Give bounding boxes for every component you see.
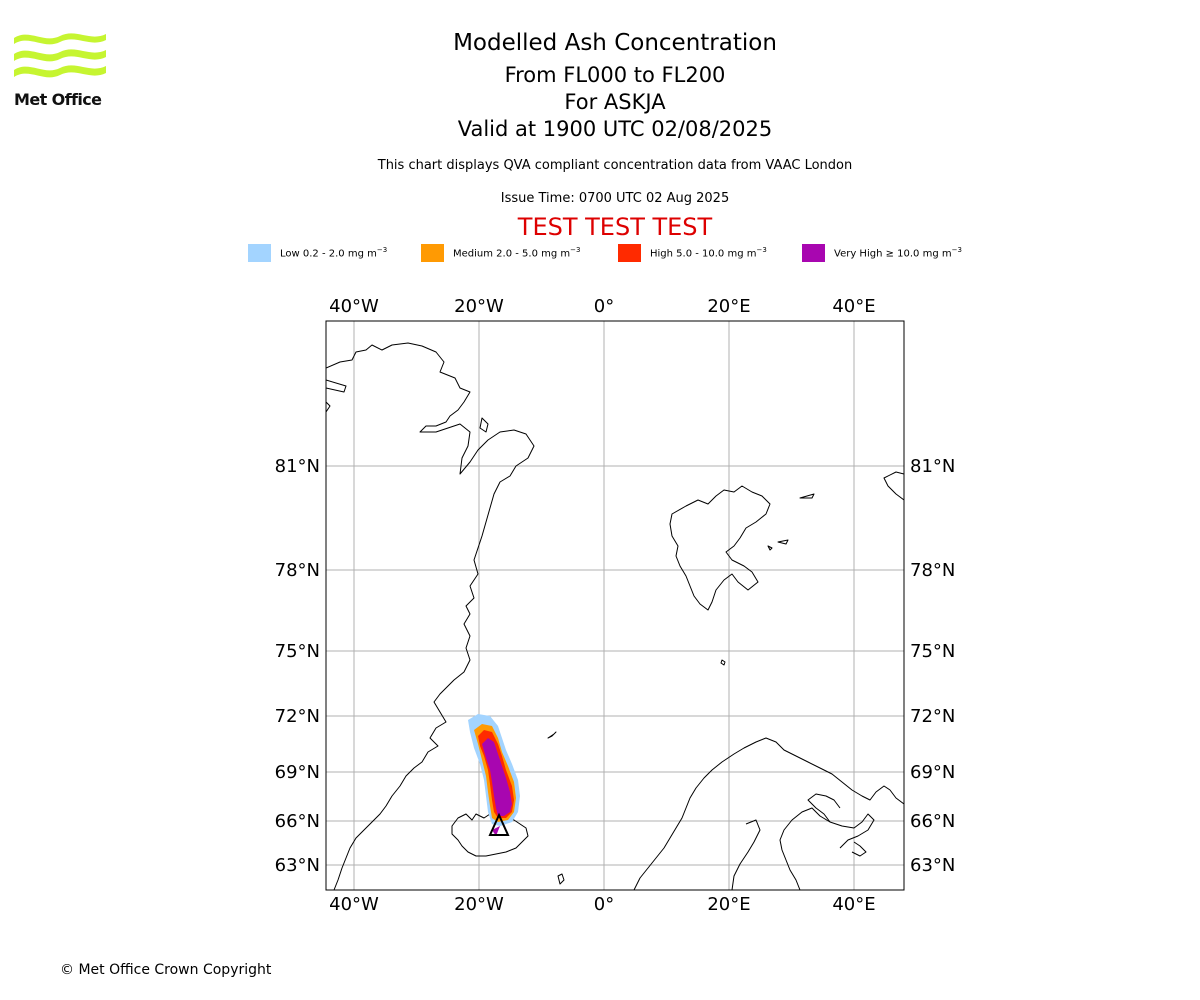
lon-label-bottom-0: 0° [594,894,614,915]
valid-time: Valid at 1900 UTC 02/08/2025 [457,117,773,141]
jan-mayen-coastline [547,731,557,739]
lat-label-left-69n: 69°N [275,762,320,783]
lon-label-bottom-40w: 40°W [329,894,379,915]
lon-label-top-20e: 20°E [707,296,750,317]
kong-karls-land-coastline [777,539,789,545]
legend-item-very-high: Very High ≥ 10.0 mg m−3 [802,244,962,262]
map-frame [325,320,905,891]
lat-label-left-63n: 63°N [275,855,320,876]
volcano-name: For ASKJA [564,90,666,114]
lon-label-top-40w: 40°W [329,296,379,317]
ash-plume [468,714,520,836]
lat-label-right-66n: 66°N [910,811,955,832]
chart-title: Modelled Ash Concentration [453,30,777,56]
lon-label-top-0: 0° [594,296,614,317]
lat-label-right-75n: 75°N [910,641,955,662]
legend-item-medium: Medium 2.0 - 5.0 mg m−3 [421,244,580,262]
flight-level-range: From FL000 to FL200 [504,63,726,87]
lat-label-right-78n: 78°N [910,560,955,581]
faroe-islands-coastline [557,873,565,885]
lat-label-right-81n: 81°N [910,456,955,477]
map-gridlines [326,321,904,890]
greenland-edge [326,401,331,413]
legend-swatch-very-high [802,244,825,262]
legend-swatch-medium [421,244,444,262]
svalbard-islet [767,545,773,551]
lat-label-left-66n: 66°N [275,811,320,832]
lat-label-left-75n: 75°N [275,641,320,662]
bear-island-coastline [720,659,726,666]
test-banner: TEST TEST TEST [517,213,713,241]
volcano-triangle-icon [488,812,510,836]
gulf-of-bothnia-coastline [779,807,875,890]
lon-label-bottom-20w: 20°W [454,894,504,915]
legend-item-high: High 5.0 - 10.0 mg m−3 [618,244,767,262]
legend-label-high: High 5.0 - 10.0 mg m−3 [650,246,767,260]
ash-contour-very-high [482,738,512,816]
lat-label-right-69n: 69°N [910,762,955,783]
met-office-wave-icon [14,33,106,78]
kvitoya-coastline [799,493,815,499]
greenland-islet [479,417,489,433]
legend-item-low: Low 0.2 - 2.0 mg m−3 [248,244,387,262]
met-office-logo: Met Office [14,30,110,112]
lat-label-left-78n: 78°N [275,560,320,581]
franz-josef-land-coastline [883,471,904,501]
lat-label-right-63n: 63°N [910,855,955,876]
greenland-coastline [326,342,535,890]
white-sea-shore [807,793,841,823]
svalbard-coastline [669,485,771,611]
ash-plume-tail [492,826,500,836]
legend-swatch-low [248,244,271,262]
logo-text: Met Office [14,90,102,109]
chart-description: This chart displays QVA compliant concen… [377,158,853,173]
lon-label-bottom-40e: 40°E [832,894,875,915]
greenland-north-inlet [326,379,347,393]
lon-label-top-40e: 40°E [832,296,875,317]
issue-time: Issue Time: 0700 UTC 02 Aug 2025 [500,191,730,206]
lon-label-bottom-20e: 20°E [707,894,750,915]
legend-label-very-high: Very High ≥ 10.0 mg m−3 [834,246,962,260]
copyright-notice: © Met Office Crown Copyright [60,962,272,978]
lat-label-left-72n: 72°N [275,706,320,727]
coastlines [326,342,904,890]
iceland-coastline [451,813,529,857]
lon-label-top-20w: 20°W [454,296,504,317]
scandinavia-coastline [633,737,904,890]
white-sea-inlet [851,841,867,857]
lat-label-left-81n: 81°N [275,456,320,477]
legend-label-medium: Medium 2.0 - 5.0 mg m−3 [453,246,581,260]
lat-label-right-72n: 72°N [910,706,955,727]
swedish-inland-lakes [731,819,761,890]
legend-label-low: Low 0.2 - 2.0 mg m−3 [280,246,388,260]
legend-swatch-high [618,244,641,262]
